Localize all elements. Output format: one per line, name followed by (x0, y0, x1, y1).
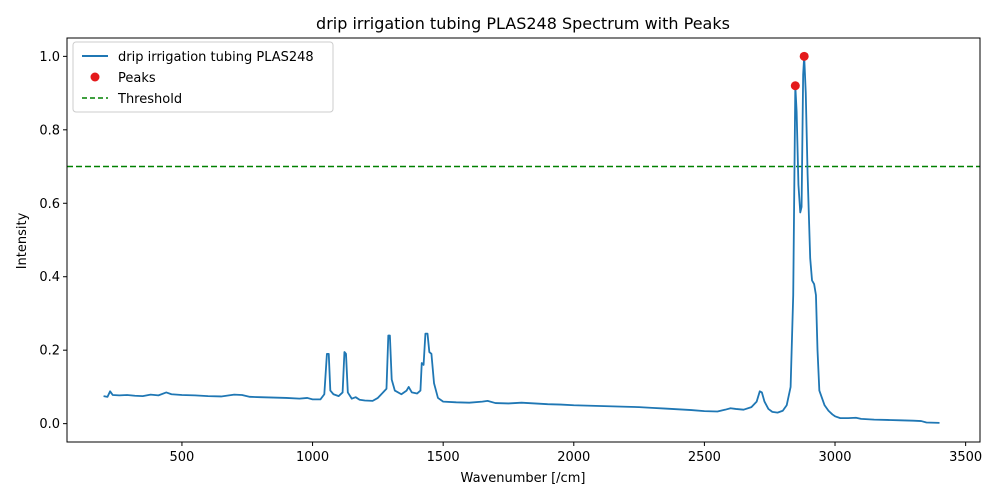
axes-frame (66, 37, 981, 443)
x-tick-label-4: 2500 (688, 450, 721, 465)
chart-title: drip irrigation tubing PLAS248 Spectrum … (316, 14, 730, 33)
x-tick-label-5: 3000 (818, 450, 851, 465)
y-tick-label-4: 0.8 (39, 123, 60, 138)
y-axis-ticks: 0.0 0.2 0.4 0.6 0.8 1.0 (39, 50, 67, 432)
y-axis-label: Intensity (15, 212, 30, 269)
peak-marker-1 (799, 51, 809, 61)
x-axis-label: Wavenumber [/cm] (461, 471, 586, 486)
y-tick-label-3: 0.6 (39, 197, 60, 212)
legend-threshold-label: Threshold (117, 92, 182, 107)
x-tick-label-0: 500 (170, 450, 195, 465)
plot-area (66, 37, 981, 443)
series-line-0 (103, 55, 940, 424)
legend-peaks-label: Peaks (118, 71, 156, 86)
y-tick-label-0: 0.0 (39, 417, 60, 432)
peak-marker-0 (790, 81, 800, 91)
legend: drip irrigation tubing PLAS248 Peaks Thr… (72, 41, 334, 113)
x-tick-label-6: 3500 (949, 450, 982, 465)
legend-peaks-swatch (90, 72, 100, 82)
y-tick-label-2: 0.4 (39, 270, 60, 285)
legend-frame (72, 41, 334, 113)
legend-series-label: drip irrigation tubing PLAS248 (118, 50, 314, 65)
y-tick-label-1: 0.2 (39, 344, 60, 359)
x-axis-ticks: 500 1000 1500 2000 2500 3000 3500 (170, 442, 982, 465)
y-tick-label-5: 1.0 (39, 50, 60, 65)
x-tick-label-3: 2000 (557, 450, 590, 465)
x-tick-label-2: 1500 (427, 450, 460, 465)
x-tick-label-1: 1000 (296, 450, 329, 465)
